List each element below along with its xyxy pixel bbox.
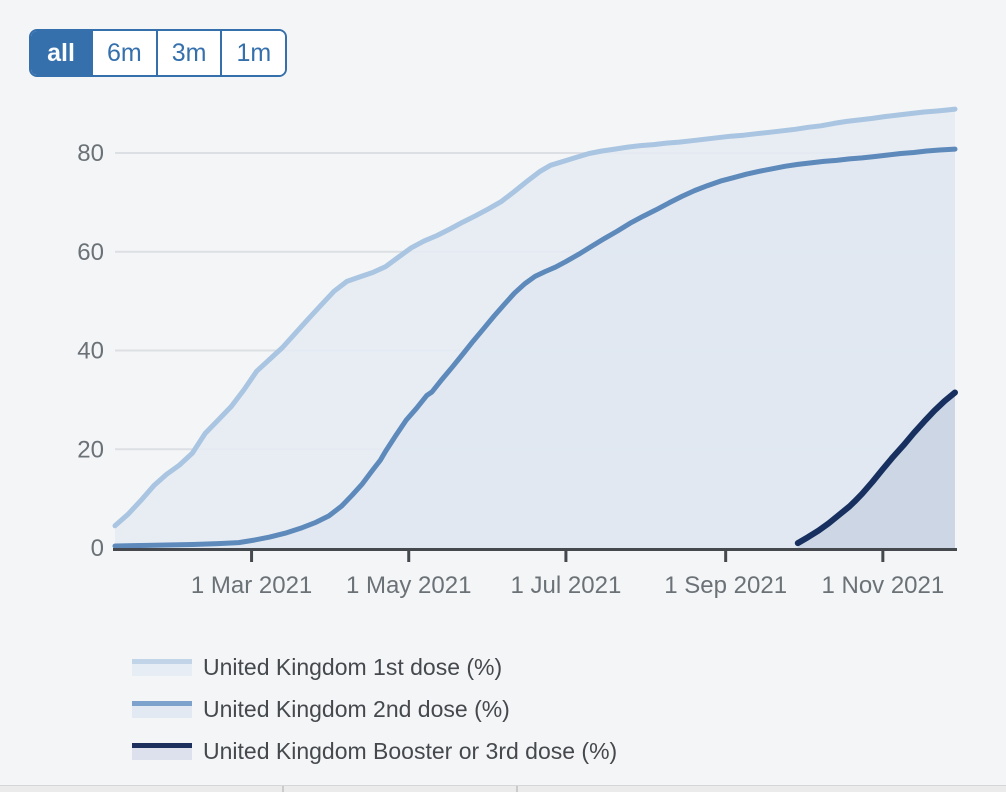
x-axis-label: 1 Jul 2021: [511, 572, 622, 599]
range-button-all[interactable]: all: [31, 31, 91, 75]
x-axis-label: 1 Nov 2021: [821, 572, 944, 599]
y-axis-label: 80: [77, 140, 104, 167]
range-button-6m[interactable]: 6m: [91, 31, 156, 75]
legend-label: United Kingdom Booster or 3rd dose (%): [203, 737, 618, 764]
time-range-selector: all 6m 3m 1m: [29, 29, 288, 77]
series-area-2nd-dose: [115, 149, 955, 548]
series-line-booster: [794, 389, 958, 547]
y-axis-label: 20: [77, 436, 104, 463]
legend-item-2nd-dose[interactable]: United Kingdom 2nd dose (%): [132, 693, 617, 725]
range-button-1m[interactable]: 1m: [220, 31, 286, 75]
table-top-cell: [518, 786, 1006, 792]
series-line-1st-dose: [112, 106, 958, 529]
legend-swatch: [132, 658, 192, 676]
table-top-edge: [0, 785, 1006, 792]
vaccination-uptake-chart[interactable]: 1 Mar 2021 1 May 2021 1 Jul 2021 1 Sep 2021…: [0, 0, 1006, 620]
chart-legend: United Kingdom 1st dose (%) United Kingdo…: [132, 651, 617, 767]
x-axis-label: 1 May 2021: [346, 572, 471, 599]
y-axis-label: 60: [77, 239, 104, 266]
legend-label: United Kingdom 2nd dose (%): [203, 695, 510, 722]
legend-item-booster[interactable]: United Kingdom Booster or 3rd dose (%): [132, 735, 617, 767]
y-axis-label: 0: [91, 535, 104, 562]
table-top-cell: [0, 786, 284, 792]
x-axis-label: 1 Sep 2021: [664, 572, 787, 599]
legend-swatch: [132, 742, 192, 760]
y-axis-label: 40: [77, 338, 104, 365]
legend-item-1st-dose[interactable]: United Kingdom 1st dose (%): [132, 651, 617, 683]
series-line-2nd-dose: [112, 146, 958, 549]
x-axis-label: 1 Mar 2021: [191, 572, 312, 599]
legend-label: United Kingdom 1st dose (%): [203, 653, 503, 680]
range-button-3m[interactable]: 3m: [155, 31, 221, 75]
legend-swatch: [132, 700, 192, 718]
table-top-cell: [284, 786, 518, 792]
